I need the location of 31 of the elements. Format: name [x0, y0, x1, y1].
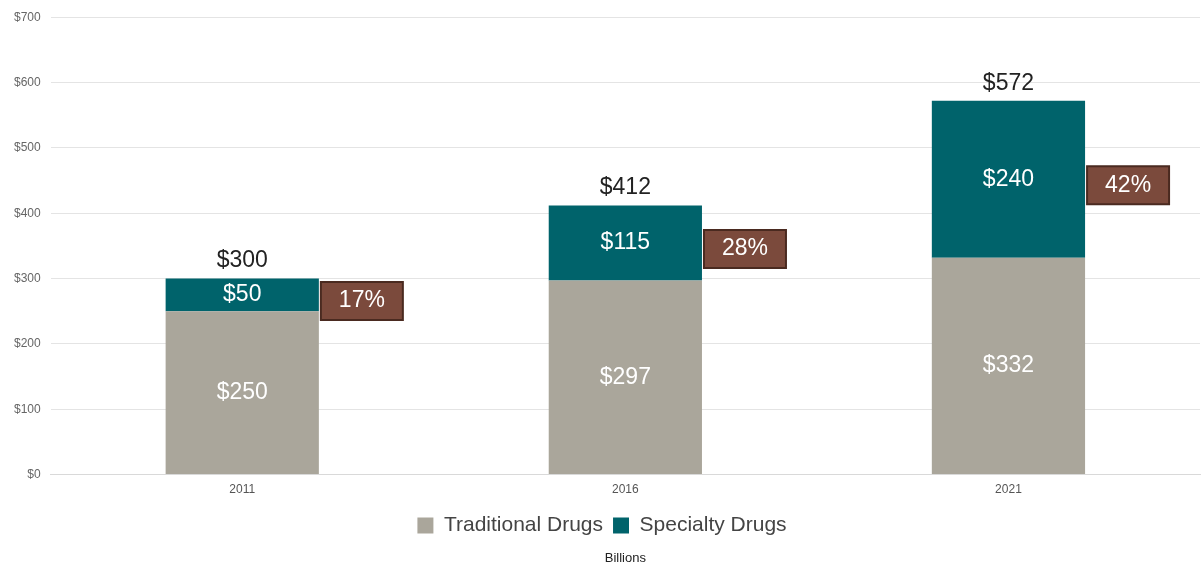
bar — [548, 205, 702, 281]
x-axis-title: Billions — [604, 550, 647, 566]
y-tick-label: $100 — [13, 401, 42, 416]
annotation: 42% — [1105, 170, 1152, 197]
data-label: $332 — [982, 351, 1035, 378]
bar — [165, 311, 319, 475]
y-tick-label: $700 — [13, 9, 42, 24]
data-label: $250 — [216, 378, 268, 405]
bar — [931, 100, 1086, 258]
y-tick-label: $0 — [27, 466, 42, 481]
data-label: $115 — [600, 228, 651, 255]
y-tick-label: $300 — [13, 270, 42, 285]
annotation: 28% — [721, 234, 768, 261]
bar — [548, 280, 702, 475]
data-label: $240 — [982, 164, 1035, 191]
x-tick-label: 2011 — [229, 482, 256, 497]
data-label: $297 — [599, 362, 651, 389]
y-tick-label: $600 — [13, 74, 42, 89]
y-tick-label: $400 — [13, 205, 42, 220]
x-tick-label: 2021 — [995, 482, 1023, 497]
total-label: $300 — [216, 246, 268, 273]
data-label: $50 — [223, 280, 262, 307]
total-label: $572 — [982, 68, 1035, 95]
legend-label: Specialty Drugs — [639, 512, 787, 536]
legend-label: Traditional Drugs — [443, 512, 604, 536]
y-tick-label: $500 — [13, 140, 42, 155]
x-tick-label: 2016 — [612, 482, 640, 497]
y-tick-label: $200 — [13, 336, 42, 351]
total-label: $412 — [599, 173, 651, 200]
annotation: 17% — [338, 286, 385, 313]
bar — [931, 257, 1086, 475]
